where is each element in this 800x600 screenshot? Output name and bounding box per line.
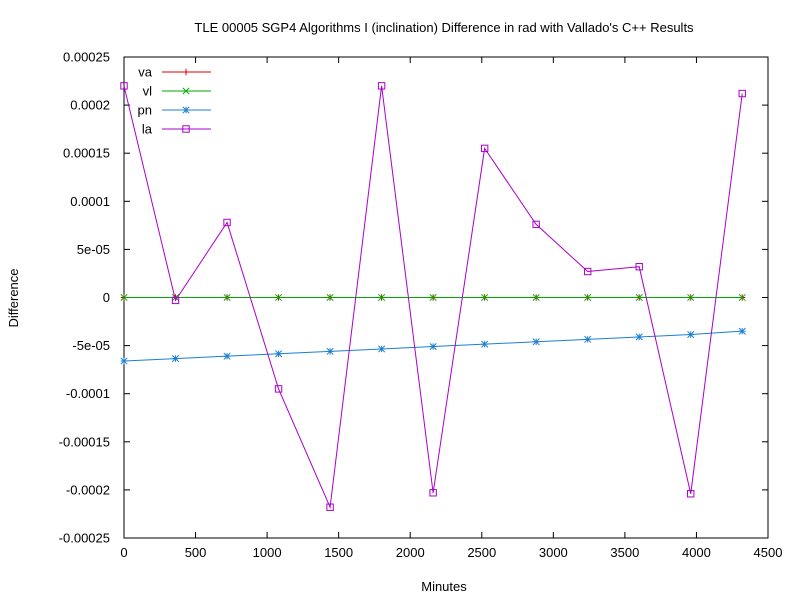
x-tick-label: 3000	[539, 545, 568, 560]
series-pn	[120, 327, 746, 365]
data-point-vl	[120, 293, 128, 302]
data-point-pn	[481, 340, 489, 348]
y-tick-label: 5e-05	[77, 242, 110, 257]
data-point-pn	[378, 345, 386, 353]
data-point-la	[223, 218, 231, 227]
data-point-la	[687, 490, 695, 498]
data-point-vl	[326, 293, 334, 302]
legend-label-pn: pn	[138, 103, 152, 118]
data-point-vl	[687, 293, 695, 302]
x-tick-label: 1000	[253, 545, 282, 560]
y-tick-label: -5e-05	[72, 338, 110, 353]
data-point-pn	[223, 352, 231, 360]
data-point-la	[532, 220, 540, 229]
x-tick-label: 4500	[754, 545, 783, 560]
legend-marker-pn	[182, 106, 190, 114]
data-point-vl	[223, 293, 231, 302]
data-point-pn	[171, 355, 180, 363]
chart-title: TLE 00005 SGP4 Algorithms I (inclination…	[194, 20, 694, 35]
data-point-vl	[429, 293, 437, 302]
legend-label-va: va	[138, 65, 153, 80]
data-point-vl	[738, 293, 746, 302]
data-point-vl	[635, 293, 643, 302]
y-tick-label: 0.0002	[70, 98, 110, 113]
x-tick-label: 0	[120, 545, 127, 560]
data-point-la	[377, 82, 386, 90]
y-tick-label: -0.00015	[59, 434, 110, 449]
series-la	[120, 82, 746, 511]
x-tick-label: 500	[185, 545, 207, 560]
legend-marker-va	[182, 68, 190, 76]
y-tick-label: 0.0001	[70, 194, 110, 209]
data-point-vl	[481, 293, 489, 302]
data-point-la	[326, 503, 334, 511]
x-tick-label: 4000	[682, 545, 711, 560]
data-point-pn	[429, 343, 437, 351]
data-point-vl	[532, 293, 540, 302]
x-tick-label: 1500	[324, 545, 353, 560]
data-point-pn	[532, 338, 540, 346]
data-point-la	[429, 489, 437, 497]
y-tick-label: -0.0002	[66, 482, 110, 497]
data-point-pn	[275, 350, 283, 358]
data-point-vl	[378, 293, 386, 302]
legend-marker-la	[182, 125, 190, 133]
y-tick-label: 0.00025	[63, 50, 110, 65]
y-axis-label: Difference	[6, 268, 21, 327]
data-point-vl	[584, 293, 592, 302]
data-point-pn	[635, 333, 643, 341]
legend-label-la: la	[142, 122, 153, 137]
legend-label-vl: vl	[143, 84, 153, 99]
data-point-la	[171, 296, 180, 305]
series-line-la	[123, 85, 743, 510]
data-point-vl	[275, 293, 283, 302]
data-point-la	[583, 267, 592, 276]
data-point-la	[274, 385, 283, 393]
data-point-la	[480, 144, 489, 153]
x-tick-label: 3500	[610, 545, 639, 560]
data-point-la	[738, 89, 746, 98]
y-tick-label: 0.00015	[63, 146, 110, 161]
x-axis-label: Minutes	[421, 579, 467, 594]
legend-marker-vl	[182, 87, 190, 95]
x-tick-label: 2000	[396, 545, 425, 560]
data-point-pn	[584, 335, 592, 343]
data-point-pn	[687, 330, 695, 339]
data-point-pn	[326, 347, 334, 355]
y-tick-label: -0.0001	[66, 386, 110, 401]
series-vl	[120, 293, 746, 302]
y-tick-label: -0.00025	[59, 531, 110, 546]
data-point-la	[120, 82, 128, 90]
data-point-pn	[120, 357, 128, 365]
y-tick-label: 0	[103, 290, 110, 305]
data-point-la	[635, 263, 643, 271]
x-tick-label: 2500	[467, 545, 496, 560]
data-point-pn	[738, 327, 746, 335]
